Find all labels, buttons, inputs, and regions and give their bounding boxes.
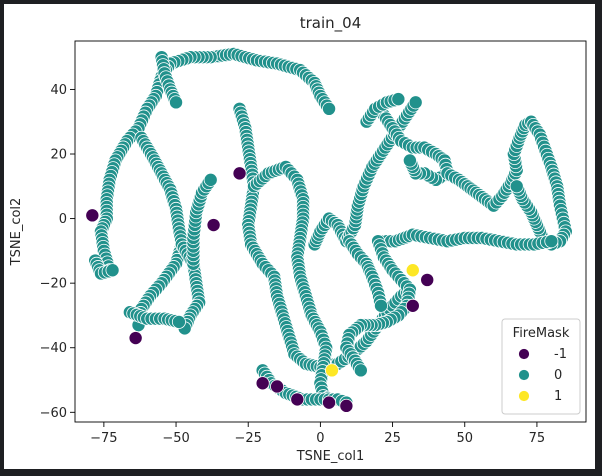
x-tick-label: 50 [456, 431, 473, 446]
chart-figure: train_04 −75 −50 −25 0 25 50 75 −60 −40 −20 0 20 40… [4, 4, 595, 469]
data-point-firemask-neg1 [232, 166, 247, 181]
y-tick-label: −20 [40, 277, 67, 292]
data-point-firemask-0 [203, 172, 218, 187]
x-tick-label: −50 [162, 431, 189, 446]
legend-entries: -1 0 1 [518, 347, 567, 404]
data-point-firemask-0 [509, 179, 524, 194]
legend-marker [518, 369, 530, 381]
data-point-firemask-0 [408, 95, 423, 110]
data-point-firemask-neg1 [322, 395, 337, 410]
chart-title: train_04 [300, 14, 362, 33]
legend-marker [518, 348, 530, 360]
legend-label: 1 [554, 389, 562, 404]
legend-title: FireMask [513, 326, 570, 341]
data-point-firemask-neg1 [255, 376, 270, 391]
points-layer [85, 46, 573, 413]
y-tick-label: 20 [50, 148, 67, 163]
y-tick-label: −40 [40, 341, 67, 356]
data-point-firemask-0 [171, 314, 186, 329]
y-axis: −60 −40 −20 0 20 40 [40, 83, 75, 421]
legend: FireMask -1 0 1 [501, 318, 581, 415]
data-point-firemask-0 [322, 101, 337, 116]
data-point-firemask-0 [402, 153, 417, 168]
data-point-firemask-neg1 [290, 392, 305, 407]
y-axis-title: TSNE_col2 [9, 198, 24, 267]
data-point-firemask-neg1 [405, 298, 420, 313]
legend-box [501, 318, 581, 415]
legend-label: 0 [554, 368, 562, 383]
legend-label: -1 [554, 347, 567, 362]
data-point-firemask-0 [353, 363, 368, 378]
data-point-firemask-0 [374, 298, 389, 313]
data-point-firemask-1 [324, 363, 339, 378]
x-tick-label: 0 [316, 431, 324, 446]
data-point-firemask-0 [169, 95, 184, 110]
data-point-firemask-0 [544, 234, 559, 249]
y-tick-label: 0 [59, 212, 67, 227]
data-point-firemask-neg1 [420, 272, 435, 287]
x-tick-label: −25 [235, 431, 262, 446]
data-point-firemask-neg1 [128, 331, 143, 346]
data-point-firemask-neg1 [206, 218, 221, 233]
legend-marker [518, 390, 530, 402]
data-point-firemask-0 [391, 92, 406, 107]
data-point-firemask-neg1 [339, 398, 354, 413]
x-tick-label: 75 [529, 431, 546, 446]
x-tick-label: 25 [384, 431, 401, 446]
scatter-chart: train_04 −75 −50 −25 0 25 50 75 −60 −40 −20 0 20 40… [9, 14, 587, 464]
x-tick-label: −75 [90, 431, 117, 446]
data-point-firemask-neg1 [85, 208, 100, 223]
y-tick-label: −60 [40, 406, 67, 421]
data-point-firemask-1 [405, 263, 420, 278]
data-point-firemask-0 [105, 263, 120, 278]
x-axis-title: TSNE_col1 [296, 449, 365, 464]
x-axis: −75 −50 −25 0 25 50 75 [90, 422, 545, 446]
y-tick-label: 40 [50, 83, 67, 98]
plot-frame [74, 40, 587, 423]
data-point-firemask-neg1 [270, 379, 285, 394]
